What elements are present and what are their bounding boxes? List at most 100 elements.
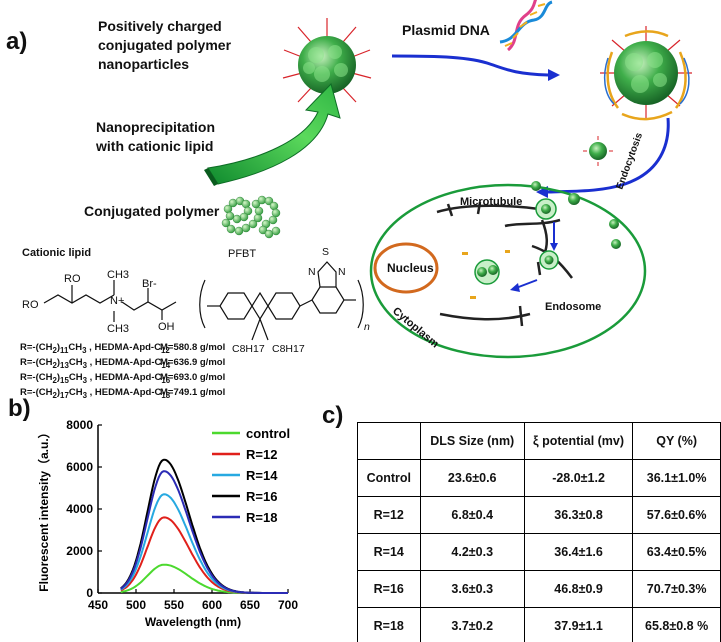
table-row: Control 23.6±0.6 -28.0±1.2 36.1±1.0% [357, 459, 721, 497]
lipid-m: M=580.8 g/mol [160, 342, 226, 353]
dna-helix-icon [499, 0, 553, 52]
lipid-ro2: RO [64, 273, 81, 285]
cationic-lipid-label: Cationic lipid [22, 247, 92, 259]
lipid-r: R=-(CH2)17CH3 , HEDMA-Apd-C18 [20, 386, 171, 400]
lipid-m: M=636.9 g/mol [160, 356, 226, 368]
properties-table: DLS Size (nm) ξ potential (mv) QY (%) Co… [357, 422, 721, 642]
table-cell: 36.1±1.0% [632, 459, 721, 497]
conj-polymer-label: Conjugated polymer [84, 203, 220, 219]
y-axis-label: Fluorescent intensity（a.u.） [36, 426, 51, 591]
table-header-cell: ξ potential (mv) [523, 422, 634, 460]
legend-label: R=12 [246, 447, 277, 462]
lipid-r: R=-(CH2)11CH3 , HEDMA-Apd-C12 [20, 342, 170, 355]
table-cell: R=16 [357, 570, 421, 608]
panel-b-label: b) [8, 395, 31, 422]
table-cell: R=18 [357, 607, 421, 642]
legend-label: R=18 [246, 510, 277, 525]
nucleus-label: Nucleus [387, 261, 434, 275]
table-cell: 4.2±0.3 [419, 533, 525, 571]
lipid-list: R=-(CH2)11CH3 , HEDMA-Apd-C12M=580.8 g/m… [20, 342, 225, 402]
cationic-lipid-structure [43, 280, 177, 322]
pfbt-c8h17-b: C8H17 [272, 343, 305, 355]
y-tick-label: 4000 [66, 502, 93, 516]
lipid-row-3: R=-(CH2)15CH3 , HEDMA-Apd-C16M=693.0 g/m… [20, 372, 225, 387]
x-tick-label: 700 [278, 598, 298, 612]
lipid-m: M=693.0 g/mol [160, 371, 226, 383]
pfbt-labels: S N N n C8H17 C8H17 [232, 246, 370, 355]
pfbt-s: S [322, 246, 329, 258]
pfbt-label: PFBT [228, 248, 257, 260]
table-cell: 3.6±0.3 [419, 570, 525, 608]
lipid-n-plus: N+ [110, 295, 124, 307]
lipid-oh: OH [158, 321, 175, 333]
table-cell: 36.3±0.8 [523, 496, 634, 534]
x-tick-label: 600 [202, 598, 222, 612]
table-cell: 57.6±0.6% [632, 496, 721, 534]
plasmid-label: Plasmid DNA [402, 22, 490, 38]
lipid-m: M=749.1 g/mol [160, 386, 226, 398]
table-header-cell [357, 422, 421, 460]
microtubule-label: Microtubule [460, 196, 522, 208]
np-title-line2: conjugated polymer [98, 37, 232, 53]
table-row: R=12 6.8±0.4 36.3±0.8 57.6±0.6% [357, 496, 721, 534]
table-cell: 37.9±1.1 [523, 607, 634, 642]
pfbt-n1: N [308, 266, 316, 278]
table-row: R=14 4.2±0.3 36.4±1.6 63.4±0.5% [357, 533, 721, 571]
x-tick-label: 550 [164, 598, 184, 612]
table-cell: Control [357, 459, 421, 497]
small-nanoparticle-icon [583, 136, 613, 166]
pfbt-n-subscript: n [364, 321, 370, 333]
lipid-ro1: RO [22, 299, 39, 311]
table-header-row: DLS Size (nm) ξ potential (mv) QY (%) [357, 422, 721, 460]
table-cell: 63.4±0.5% [632, 533, 721, 571]
legend-label: R=14 [246, 468, 278, 483]
nanoprecipitation-arrow-icon [204, 83, 341, 186]
table-cell: 65.8±0.8 % [632, 607, 721, 642]
schematic-illustration: RO RO N+ CH3 CH3 Br- OH S N N n [22, 0, 692, 359]
table-cell: R=12 [357, 496, 421, 534]
lipid-r: R=-(CH2)15CH3 , HEDMA-Apd-C16 [20, 371, 171, 385]
nanoparticle-icon [282, 18, 372, 112]
cytoplasm-label: Cytoplasm [390, 305, 441, 350]
x-axis-label: Wavelength (nm) [145, 615, 241, 629]
lipid-br: Br- [142, 278, 157, 290]
series-line [120, 470, 288, 594]
table-cell: 36.4±1.6 [523, 533, 634, 571]
y-tick-label: 6000 [66, 460, 93, 474]
table-header-cell: QY (%) [632, 422, 721, 460]
arrow-to-dna-complex [391, 54, 560, 81]
table-cell: 46.8±0.9 [523, 570, 634, 608]
lipid-row-4: R=-(CH2)17CH3 , HEDMA-Apd-C18M=749.1 g/m… [20, 387, 225, 402]
x-tick-label: 500 [126, 598, 146, 612]
y-tick-label: 8000 [66, 418, 93, 432]
dna-coated-nanoparticle-icon [600, 26, 692, 121]
np-title-line3: nanoparticles [98, 56, 190, 72]
lipid-r: R=-(CH2)13CH3 , HEDMA-Apd-C14 [20, 356, 171, 370]
table-cell: 23.6±0.6 [419, 459, 525, 497]
lipid-ch3-bottom: CH3 [107, 323, 129, 335]
nanoprecip-line2: with cationic lipid [96, 138, 214, 154]
cationic-lipid-labels: RO RO N+ CH3 CH3 Br- OH [22, 269, 175, 335]
table-cell: 70.7±0.3% [632, 570, 721, 608]
pfbt-structure [199, 261, 364, 341]
table-header-cell: DLS Size (nm) [419, 422, 525, 460]
np-title-line1: Positively charged [98, 18, 222, 34]
pfbt-c8h17-a: C8H17 [232, 343, 265, 355]
y-tick-label: 2000 [66, 544, 93, 558]
conjugated-polymer-icon [221, 195, 281, 239]
table-row: R=16 3.6±0.3 46.8±0.9 70.7±0.3% [357, 570, 721, 608]
y-tick-label: 0 [86, 586, 93, 600]
nanoprecip-label: Nanoprecipitation with cationic lipid [96, 118, 215, 156]
x-tick-label: 450 [88, 598, 108, 612]
table-cell: -28.0±1.2 [523, 459, 634, 497]
pfbt-n2: N [338, 266, 346, 278]
legend-label: R=16 [246, 489, 277, 504]
lipid-ch3-top: CH3 [107, 269, 129, 281]
table-cell: 3.7±0.2 [419, 607, 525, 642]
fluorescence-chart: 0 2000 4000 6000 8000 450 500 550 600 650 700 Wavel… [36, 418, 298, 629]
table-cell: 6.8±0.4 [419, 496, 525, 534]
lipid-row-2: R=-(CH2)13CH3 , HEDMA-Apd-C14M=636.9 g/m… [20, 357, 225, 372]
lipid-row-1: R=-(CH2)11CH3 , HEDMA-Apd-C12M=580.8 g/m… [20, 342, 225, 357]
legend-label: control [246, 426, 290, 441]
